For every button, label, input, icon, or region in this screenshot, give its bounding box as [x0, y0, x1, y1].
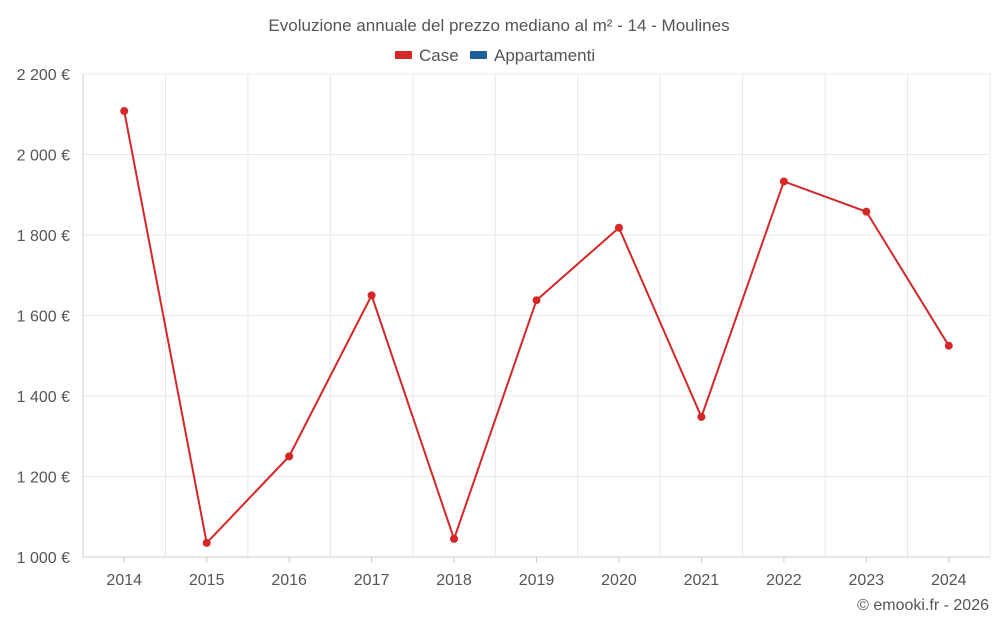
data-point[interactable] [450, 534, 459, 543]
legend-label-appartamenti[interactable]: Appartamenti [494, 46, 595, 65]
x-tick-label: 2024 [931, 572, 967, 589]
x-tick-label: 2021 [684, 572, 720, 589]
y-tick-label: 1 600 € [17, 309, 70, 326]
x-tick-label: 2022 [766, 572, 802, 589]
x-tick-label: 2015 [189, 572, 225, 589]
y-tick-label: 2 200 € [17, 67, 70, 84]
y-tick-label: 1 000 € [17, 550, 70, 567]
series-case [120, 107, 953, 547]
y-tick-label: 1 200 € [17, 470, 70, 487]
data-point[interactable] [862, 207, 871, 216]
y-tick-label: 1 800 € [17, 228, 70, 245]
legend-swatch-case[interactable] [395, 51, 412, 59]
data-point[interactable] [614, 223, 623, 232]
legend: Case Appartamenti [395, 46, 595, 65]
credit-text: © emooki.fr - 2026 [857, 597, 989, 614]
x-tick-label: 2018 [436, 572, 472, 589]
y-tick-label: 2 000 € [17, 148, 70, 165]
data-point[interactable] [779, 177, 788, 186]
data-point[interactable] [285, 452, 294, 461]
x-axis: 2014 2015 2016 2017 2018 2019 2020 2021 2022 2023… [83, 556, 990, 589]
y-axis: 1 000 € 1 200 € 1 400 € 1 600 € 1 800 € 2 000… [17, 67, 84, 567]
legend-swatch-appartamenti[interactable] [470, 51, 487, 59]
x-tick-label: 2017 [354, 572, 390, 589]
x-tick-label: 2020 [601, 572, 637, 589]
chart-title: Evoluzione annuale del prezzo mediano al… [268, 16, 729, 35]
legend-label-case[interactable]: Case [419, 46, 459, 65]
x-tick-label: 2023 [849, 572, 885, 589]
data-point[interactable] [697, 412, 706, 421]
data-point[interactable] [367, 291, 376, 300]
x-tick-label: 2019 [519, 572, 555, 589]
gridlines [83, 73, 991, 557]
y-tick-label: 1 400 € [17, 389, 70, 406]
data-point[interactable] [202, 538, 211, 547]
x-tick-label: 2016 [271, 572, 307, 589]
x-tick-label: 2014 [106, 572, 142, 589]
data-point[interactable] [120, 107, 129, 116]
data-point[interactable] [532, 296, 541, 305]
data-point[interactable] [944, 341, 953, 350]
